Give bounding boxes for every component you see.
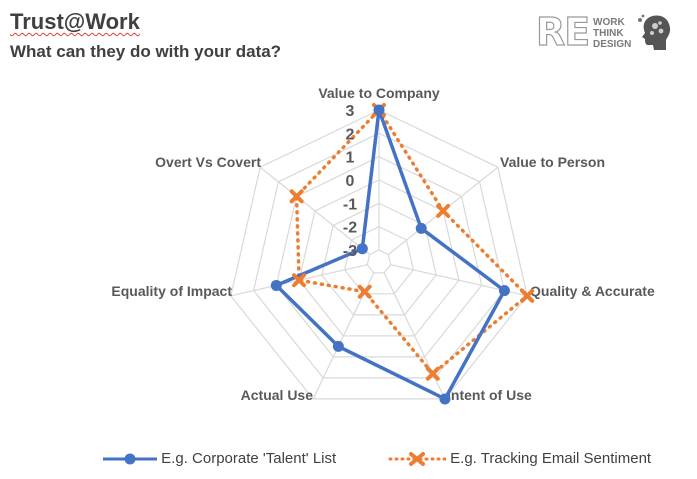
tick-label: 0 xyxy=(346,173,355,190)
data-point-series-1 xyxy=(415,222,427,234)
grid-ring xyxy=(252,132,506,379)
tick-label: 3 xyxy=(346,103,355,120)
data-point-series-1 xyxy=(439,393,451,405)
legend-item-series-2: E.g. Tracking Email Sentiment xyxy=(388,450,651,467)
data-point-series-1 xyxy=(498,285,510,297)
logo-word: DESIGN xyxy=(593,39,632,50)
data-point-series-2 xyxy=(357,284,372,299)
grid-ring xyxy=(298,179,460,337)
data-point-series-2 xyxy=(425,366,440,381)
tick-label: 2 xyxy=(346,126,355,143)
data-point-series-1 xyxy=(332,340,344,352)
chart-title: Trust@Work xyxy=(10,9,140,34)
category-label: Quality & Accurate xyxy=(530,283,655,299)
grid-ring xyxy=(230,109,528,400)
tick-label: -1 xyxy=(343,196,357,213)
tick-label: 1 xyxy=(346,150,355,167)
category-label: Actual Use xyxy=(241,387,314,403)
grid-ring xyxy=(275,156,483,358)
tick-label: -2 xyxy=(343,220,357,237)
category-label: Value to Person xyxy=(500,154,605,170)
category-label: Value to Company xyxy=(318,85,440,101)
data-point-series-2 xyxy=(292,273,307,288)
data-point-series-1 xyxy=(356,243,368,255)
data-point-series-2 xyxy=(520,288,535,303)
grid-ring xyxy=(366,249,392,274)
grid-ring xyxy=(343,226,415,295)
logo-words: WORK THINK DESIGN xyxy=(593,17,631,50)
tick-label: -3 xyxy=(343,243,357,260)
head-silhouette-icon xyxy=(638,14,671,50)
rework-think-design-logo: RE WORK THINK DESIGN xyxy=(535,9,672,56)
chart-subtitle: What can they do with your data? xyxy=(10,42,282,61)
logo-word: WORK xyxy=(593,17,625,28)
series-line-tracking-email-sentiment xyxy=(294,107,530,377)
legend-swatch-solid-icon xyxy=(103,453,157,465)
category-label: Intent of Use xyxy=(447,387,532,403)
category-label: Overt Vs Covert xyxy=(155,154,261,170)
data-point-series-1 xyxy=(373,104,385,116)
legend-label: E.g. Tracking Email Sentiment xyxy=(450,450,652,467)
legend-item-series-1: E.g. Corporate 'Talent' List xyxy=(103,450,336,467)
series-line-corporate-talent-list xyxy=(274,108,507,401)
logo-word: THINK xyxy=(593,28,624,39)
legend-swatch-dotted-icon xyxy=(388,452,448,467)
category-label: Equality of Impact xyxy=(111,283,232,299)
legend-label: E.g. Corporate 'Talent' List xyxy=(161,450,337,467)
grid-spoke xyxy=(259,166,370,255)
data-point-series-2 xyxy=(436,203,451,218)
data-point-series-1 xyxy=(270,279,282,291)
data-point-series-2 xyxy=(289,189,304,204)
logo-mark: RE xyxy=(535,9,590,54)
